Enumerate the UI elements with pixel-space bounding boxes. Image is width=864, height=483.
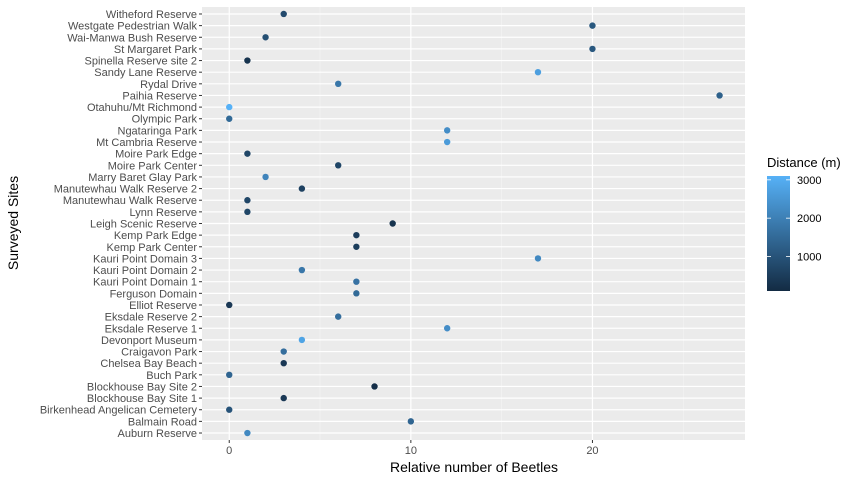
data-point xyxy=(589,45,596,53)
legend-title: Distance (m) xyxy=(767,155,841,170)
y-tick-label: Westgate Pedestrian Walk xyxy=(68,21,198,33)
data-point xyxy=(280,348,287,355)
y-tick-label: Ferguson Domain xyxy=(110,288,197,300)
data-point xyxy=(407,418,415,425)
y-tick-label: Witheford Reserve xyxy=(106,9,197,21)
y-tick-label: Marry Baret Glay Park xyxy=(88,172,197,184)
data-point xyxy=(244,150,251,157)
data-point xyxy=(244,197,251,204)
y-tick-label: Moire Park Center xyxy=(108,160,198,172)
major-gridlines xyxy=(202,7,745,440)
y-tick-label: Manutewhau Walk Reserve xyxy=(63,195,197,207)
y-tick-label: Blockhouse Bay Site 2 xyxy=(87,381,197,393)
y-tick-label: Lynn Reserve xyxy=(130,207,197,219)
data-points xyxy=(226,10,723,437)
data-point xyxy=(589,22,596,29)
y-tick-label: Kemp Park Center xyxy=(107,242,198,254)
data-point xyxy=(280,10,287,18)
y-tick-label: Chelsea Bay Beach xyxy=(100,358,197,370)
data-point xyxy=(280,359,287,367)
data-point xyxy=(443,325,451,332)
x-axis-labels: 0 10 20 xyxy=(226,440,599,457)
y-tick-label: Eksdale Reserve 1 xyxy=(105,323,197,335)
data-point xyxy=(244,208,251,216)
legend-tick-label: 3000 xyxy=(797,175,821,187)
data-point xyxy=(262,34,269,41)
y-tick-label: Eksdale Reserve 2 xyxy=(105,312,197,324)
y-tick-label: Otahuhu/Mt Richmond xyxy=(87,102,197,114)
data-point xyxy=(335,80,342,88)
data-point xyxy=(353,290,360,297)
data-point xyxy=(389,220,396,227)
data-point xyxy=(226,103,233,111)
data-point xyxy=(335,313,342,320)
data-point xyxy=(280,394,287,402)
y-tick-label: Kemp Park Edge xyxy=(114,230,197,242)
data-point xyxy=(716,92,723,99)
data-point xyxy=(353,278,360,285)
y-tick-label: Moire Park Edge xyxy=(115,149,197,161)
data-point xyxy=(244,429,251,437)
y-tick-label: Olympic Park xyxy=(132,114,198,126)
data-point xyxy=(443,127,451,134)
legend-ticks: 1000 2000 3000 xyxy=(767,175,821,264)
data-point xyxy=(244,57,251,64)
data-point xyxy=(226,406,233,413)
y-tick-label: Wai-Manwa Bush Reserve xyxy=(67,32,197,44)
legend-tick-label: 2000 xyxy=(797,213,821,225)
y-tick-label: Birkenhead Angelican Cemetery xyxy=(40,405,198,417)
y-tick-label: St Margaret Park xyxy=(114,44,198,56)
data-point xyxy=(534,255,542,262)
y-tick-label: Leigh Scenic Reserve xyxy=(90,219,197,231)
y-tick-label: Craigavon Park xyxy=(121,347,197,359)
y-tick-label: Devonport Museum xyxy=(101,335,197,347)
legend: Distance (m) 1000 2000 3000 xyxy=(767,155,841,291)
data-point xyxy=(335,162,342,169)
data-point xyxy=(226,371,233,379)
y-tick-label: Elliot Reserve xyxy=(129,300,197,312)
y-tick-label: Buch Park xyxy=(146,370,197,382)
y-tick-label: Kauri Point Domain 2 xyxy=(93,265,197,277)
y-tick-label: Spinella Reserve site 2 xyxy=(84,56,197,68)
data-point xyxy=(443,138,451,146)
y-tick-label: Kauri Point Domain 1 xyxy=(93,277,197,289)
data-point xyxy=(226,301,233,309)
y-tick-label: Manutewhau Walk Reserve 2 xyxy=(54,184,197,196)
data-point xyxy=(226,115,233,122)
legend-colorbar xyxy=(767,176,790,291)
y-tick-label: Rydal Drive xyxy=(140,79,197,91)
data-point xyxy=(298,266,306,274)
legend-tick-label: 1000 xyxy=(797,252,821,264)
y-tick-label: Paihia Reserve xyxy=(122,90,197,102)
data-point xyxy=(298,336,306,344)
y-tick-label: Mt Cambria Reserve xyxy=(96,137,197,149)
x-tick-label: 10 xyxy=(405,445,417,457)
data-point xyxy=(371,383,378,390)
data-point xyxy=(353,231,360,239)
y-tick-label: Kauri Point Domain 3 xyxy=(93,253,197,265)
y-tick-label: Balmain Road xyxy=(128,416,197,428)
y-tick-label: Blockhouse Bay Site 1 xyxy=(87,393,197,405)
x-axis-title: Relative number of Beetles xyxy=(390,459,558,475)
data-point xyxy=(262,173,269,181)
y-tick-label: Sandy Lane Reserve xyxy=(94,67,197,79)
y-tick-label: Auburn Reserve xyxy=(118,428,198,440)
data-point xyxy=(353,243,360,250)
data-point xyxy=(298,185,306,192)
data-point xyxy=(534,68,542,76)
y-axis-title: Surveyed Sites xyxy=(5,176,21,270)
x-tick-label: 20 xyxy=(586,445,598,457)
x-tick-label: 0 xyxy=(226,445,232,457)
y-tick-label: Ngataringa Park xyxy=(118,125,198,137)
